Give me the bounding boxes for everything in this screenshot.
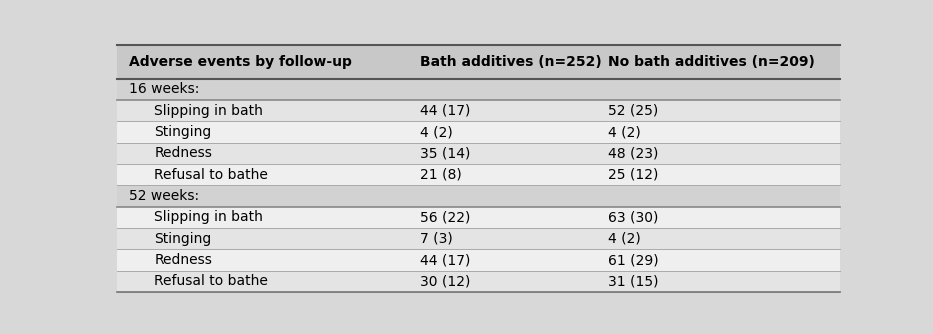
Text: Refusal to bathe: Refusal to bathe [154,168,268,182]
Bar [117,271,840,292]
Text: 21 (8): 21 (8) [420,168,462,182]
Text: 61 (29): 61 (29) [608,253,659,267]
Text: 63 (30): 63 (30) [608,210,659,224]
Text: 56 (22): 56 (22) [420,210,470,224]
Text: Slipping in bath: Slipping in bath [154,210,263,224]
Bar [117,164,840,185]
Text: 30 (12): 30 (12) [420,275,470,289]
Text: No bath additives (n=209): No bath additives (n=209) [608,55,815,69]
Text: Stinging: Stinging [154,125,212,139]
Text: 4 (2): 4 (2) [608,125,641,139]
Bar [117,45,840,78]
Text: Stinging: Stinging [154,232,212,246]
Text: 31 (15): 31 (15) [608,275,659,289]
Bar [117,79,840,100]
Text: 4 (2): 4 (2) [608,232,641,246]
Text: Adverse events by follow-up: Adverse events by follow-up [129,55,352,69]
Text: 35 (14): 35 (14) [420,146,470,160]
Text: 44 (17): 44 (17) [420,253,470,267]
Bar [117,249,840,271]
Text: 52 weeks:: 52 weeks: [129,189,199,203]
Bar [117,100,840,121]
Bar [117,143,840,164]
Text: Redness: Redness [154,146,212,160]
Bar [117,121,840,143]
Text: 7 (3): 7 (3) [420,232,453,246]
Text: 25 (12): 25 (12) [608,168,659,182]
Bar [117,207,840,228]
Text: 4 (2): 4 (2) [420,125,453,139]
Text: Refusal to bathe: Refusal to bathe [154,275,268,289]
Text: 48 (23): 48 (23) [608,146,659,160]
Text: 52 (25): 52 (25) [608,104,659,118]
Text: 44 (17): 44 (17) [420,104,470,118]
Bar [117,185,840,207]
Text: Redness: Redness [154,253,212,267]
Text: Bath additives (n=252): Bath additives (n=252) [420,55,602,69]
Text: Slipping in bath: Slipping in bath [154,104,263,118]
Bar [117,228,840,249]
Text: 16 weeks:: 16 weeks: [129,82,200,96]
